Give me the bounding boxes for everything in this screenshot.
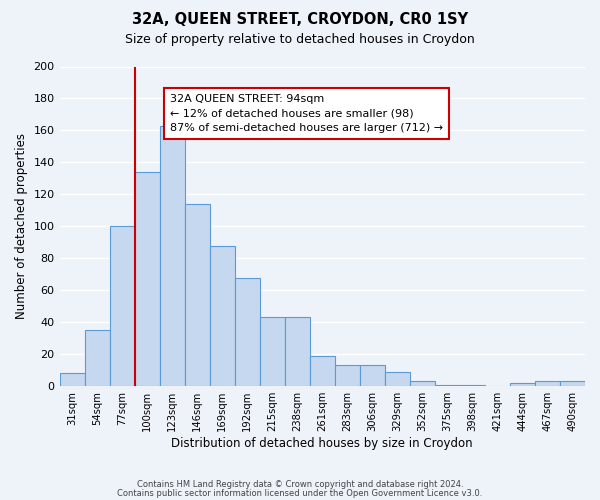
Bar: [110, 226, 134, 386]
Bar: [410, 382, 435, 386]
Text: Contains HM Land Registry data © Crown copyright and database right 2024.: Contains HM Land Registry data © Crown c…: [137, 480, 463, 489]
Bar: [360, 366, 385, 386]
Bar: [185, 204, 209, 386]
Bar: [560, 382, 585, 386]
Bar: [235, 278, 260, 386]
Text: Contains public sector information licensed under the Open Government Licence v3: Contains public sector information licen…: [118, 488, 482, 498]
Bar: [160, 126, 185, 386]
Bar: [385, 372, 410, 386]
Bar: [59, 374, 85, 386]
Text: 32A QUEEN STREET: 94sqm
← 12% of detached houses are smaller (98)
87% of semi-de: 32A QUEEN STREET: 94sqm ← 12% of detache…: [170, 94, 443, 134]
Text: Size of property relative to detached houses in Croydon: Size of property relative to detached ho…: [125, 32, 475, 46]
Bar: [535, 382, 560, 386]
Bar: [260, 318, 285, 386]
Bar: [335, 366, 360, 386]
Text: 32A, QUEEN STREET, CROYDON, CR0 1SY: 32A, QUEEN STREET, CROYDON, CR0 1SY: [132, 12, 468, 28]
Bar: [435, 384, 460, 386]
X-axis label: Distribution of detached houses by size in Croydon: Distribution of detached houses by size …: [172, 437, 473, 450]
Bar: [285, 318, 310, 386]
Y-axis label: Number of detached properties: Number of detached properties: [15, 134, 28, 320]
Bar: [460, 384, 485, 386]
Bar: [85, 330, 110, 386]
Bar: [310, 356, 335, 386]
Bar: [510, 383, 535, 386]
Bar: [134, 172, 160, 386]
Bar: [209, 246, 235, 386]
